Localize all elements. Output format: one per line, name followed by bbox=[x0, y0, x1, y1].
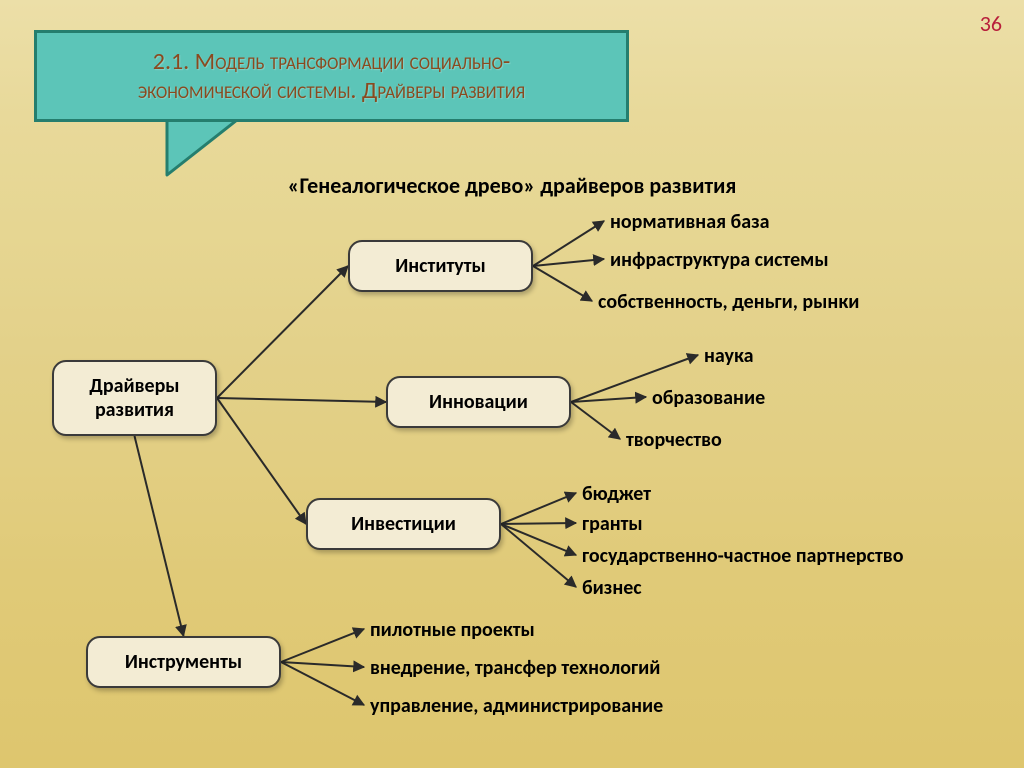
leaf-normativnaya: нормативная база bbox=[610, 210, 769, 234]
edge-instrumenty-vnedrenie bbox=[281, 662, 364, 667]
leaf-sobstvennost: собственность, деньги, рынки bbox=[598, 290, 859, 314]
edge-instituty-sobstvennost bbox=[533, 266, 592, 301]
leaf-obrazovanie: образование bbox=[652, 386, 765, 410]
leaf-granty: гранты bbox=[582, 512, 643, 536]
edge-instrumenty-upravlenie bbox=[281, 662, 364, 705]
edge-investitsii-gchp bbox=[501, 524, 576, 555]
slide: 36 2.1. Модель трансформации социально- … bbox=[0, 0, 1024, 768]
subtitle: «Генеалогическое древо» драйверов развит… bbox=[0, 172, 1024, 199]
edge-root-instrumenty bbox=[135, 436, 184, 636]
leaf-nauka: наука bbox=[704, 344, 754, 368]
edge-root-instituty bbox=[217, 266, 348, 398]
edge-innovatsii-tvorchestvo bbox=[571, 402, 620, 439]
callout-tail-icon bbox=[162, 115, 272, 185]
node-instituty: Институты bbox=[348, 240, 533, 292]
title-line-2: экономической системы. Драйверы развития bbox=[138, 76, 525, 105]
edge-instituty-infrastruktura bbox=[533, 259, 604, 266]
leaf-gchp: государственно-частное партнерство bbox=[582, 544, 903, 568]
edge-instituty-normativnaya bbox=[533, 221, 604, 266]
leaf-biznes: бизнес bbox=[582, 576, 642, 600]
leaf-upravlenie: управление, администрирование bbox=[370, 694, 663, 718]
leaf-byudzhet: бюджет bbox=[582, 482, 651, 506]
node-innovatsii: Инновации bbox=[386, 376, 571, 428]
edge-investitsii-byudzhet bbox=[501, 493, 576, 524]
node-instrumenty: Инструменты bbox=[86, 636, 281, 688]
leaf-infrastruktura: инфраструктура системы bbox=[610, 248, 829, 272]
edge-investitsii-biznes bbox=[501, 524, 576, 587]
leaf-tvorchestvo: творчество bbox=[626, 428, 722, 452]
leaf-vnedrenie: внедрение, трансфер технологий bbox=[370, 656, 660, 680]
edge-root-investitsii bbox=[217, 398, 306, 524]
node-root: Драйверыразвития bbox=[52, 360, 217, 436]
edge-instrumenty-pilot bbox=[281, 629, 364, 662]
page-number: 36 bbox=[980, 10, 1002, 37]
edge-root-innovatsii bbox=[217, 398, 386, 402]
title-line-1: 2.1. Модель трансформации социально- bbox=[153, 47, 510, 76]
edge-investitsii-granty bbox=[501, 523, 576, 524]
title-box: 2.1. Модель трансформации социально- эко… bbox=[34, 30, 629, 122]
edge-innovatsii-obrazovanie bbox=[571, 397, 646, 402]
node-investitsii: Инвестиции bbox=[306, 498, 501, 550]
leaf-pilot: пилотные проекты bbox=[370, 618, 535, 642]
title-callout: 2.1. Модель трансформации социально- эко… bbox=[34, 30, 629, 122]
